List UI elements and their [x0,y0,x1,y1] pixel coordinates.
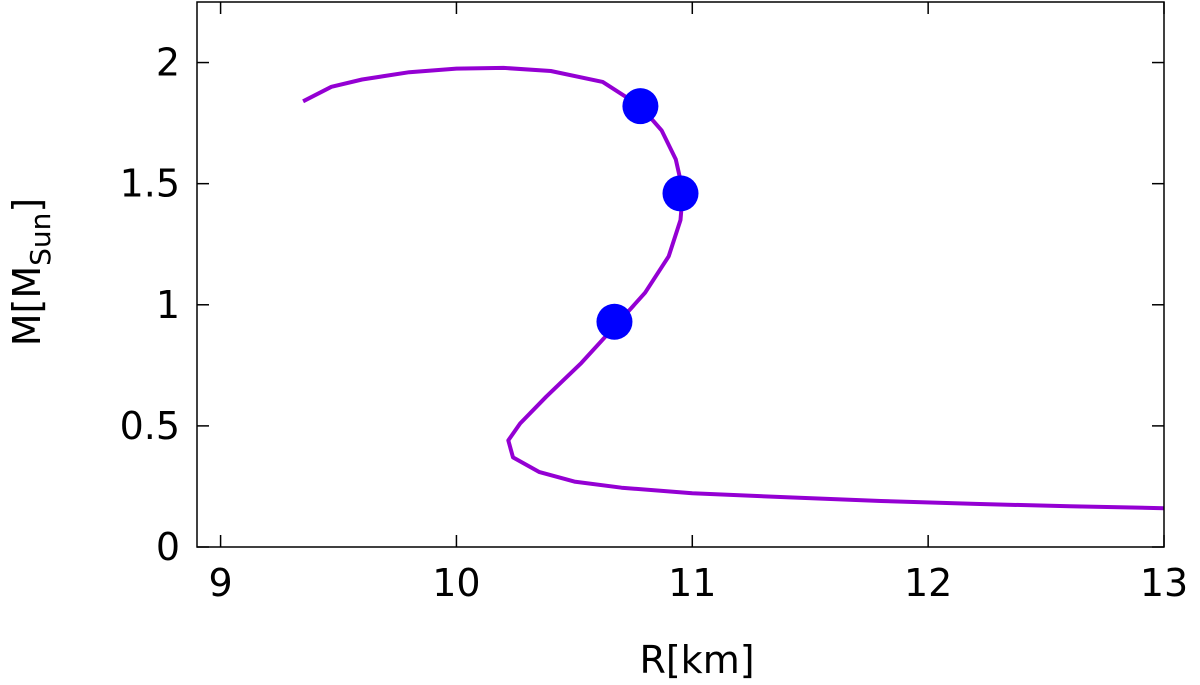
axis-tick-labels: 9 10 11 12 13 0 0.5 1 1.5 2 [120,41,1189,605]
x-tick-label: 13 [1140,561,1188,605]
y-axis-label-subscript: Sun [24,213,57,266]
y-tick-label: 1.5 [120,162,180,206]
y-tick-label: 1 [156,283,180,327]
data-point-marker [662,175,699,212]
data-point-marker [622,88,659,125]
series-layer [302,65,1165,511]
x-tick-label: 9 [208,561,232,605]
x-tick-label: 10 [432,561,480,605]
series-line [302,65,1165,511]
x-axis-label: R[km] [639,638,754,682]
y-tick-label: 0 [156,525,180,569]
y-axis-label: M[MSun] [5,198,57,347]
y-axis-label-main: M[M [5,266,49,346]
markers-layer [596,88,699,340]
y-tick-label: 2 [156,41,180,85]
y-axis-label-close: ] [5,198,49,213]
data-point-marker [596,303,633,340]
plot-frame [196,1,1165,548]
x-tick-label: 12 [904,561,952,605]
y-tick-label: 0.5 [120,404,180,448]
x-tick-label: 11 [668,561,716,605]
